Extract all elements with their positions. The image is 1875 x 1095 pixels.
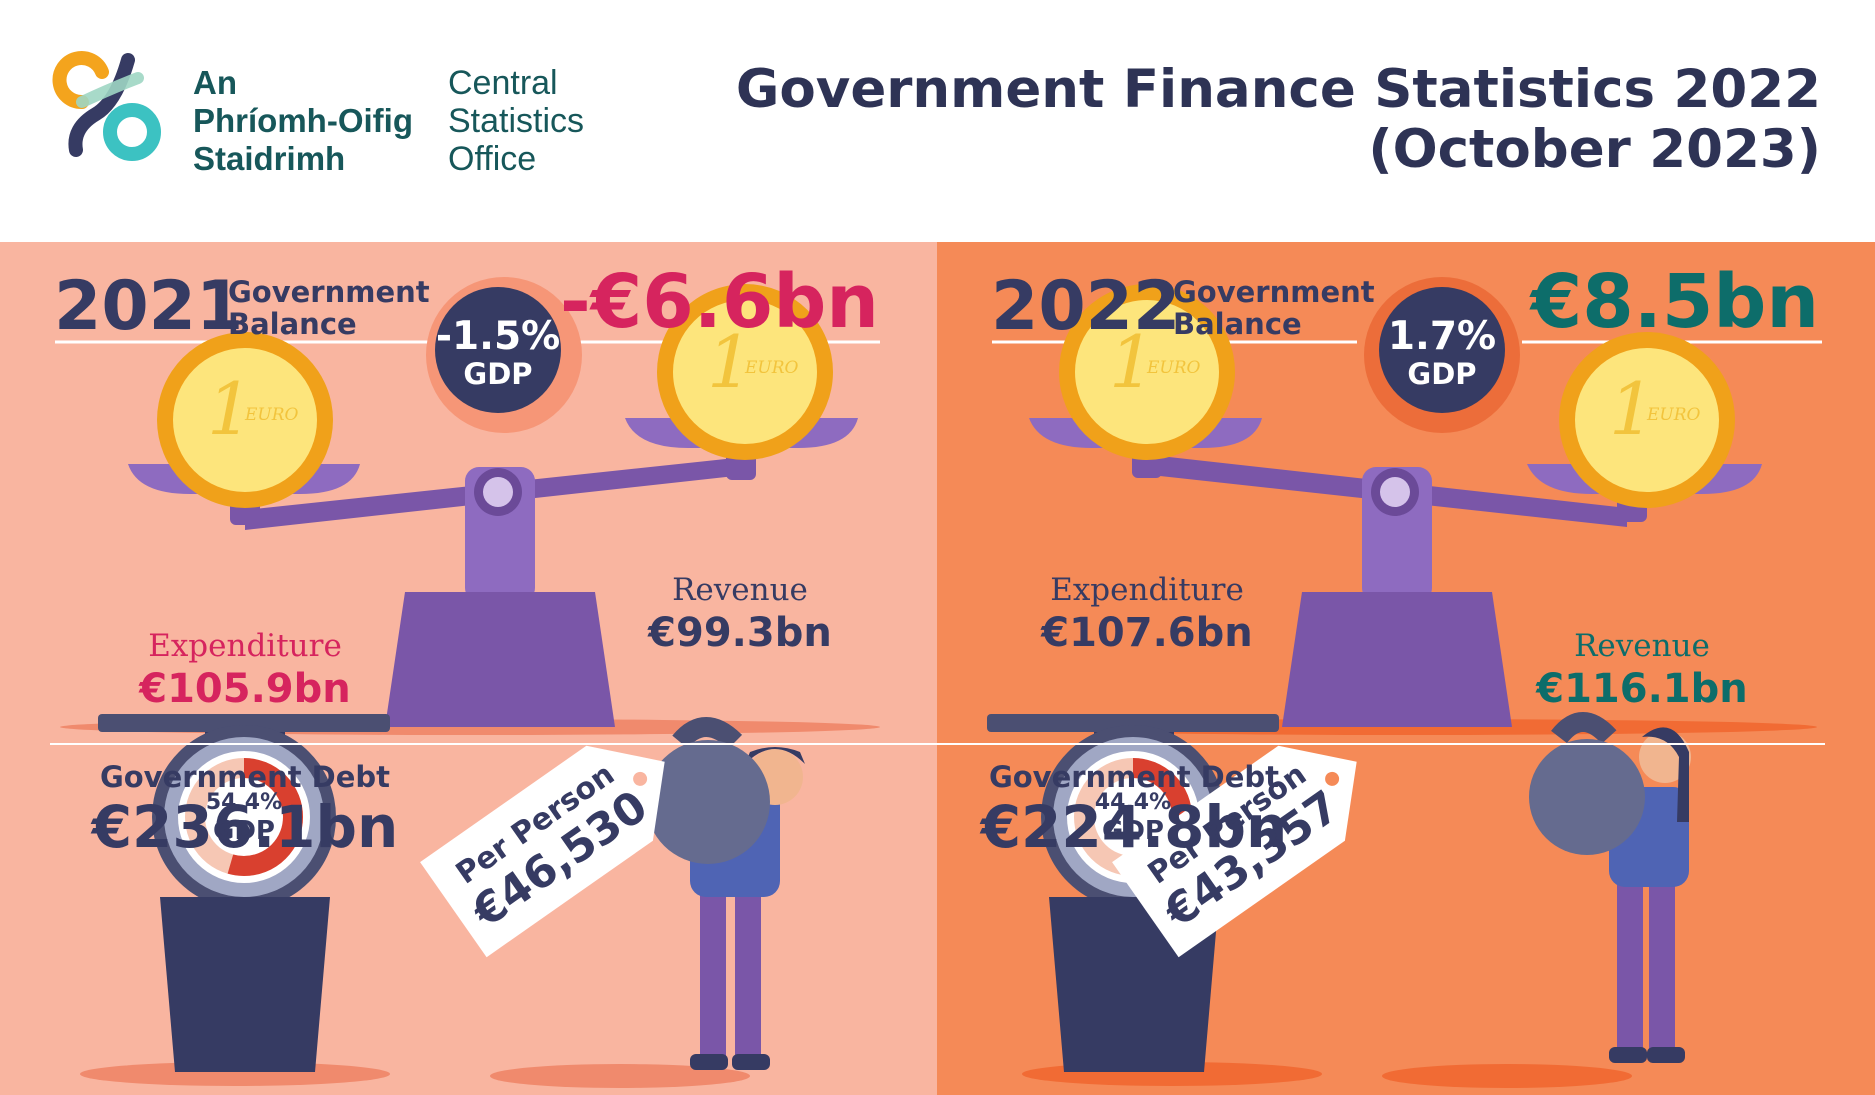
header: An Phríomh-Oifig Staidrimh Central Stati… xyxy=(0,0,1875,242)
balance-label-2021: Government Balance xyxy=(228,275,430,341)
year-2022: 2022 xyxy=(991,267,1181,346)
balance-gdp-pct-2021: -1.5% xyxy=(435,314,561,359)
balance-value-2022: €8.5bn xyxy=(1530,259,1819,345)
balance-value-2021: -€6.6bn xyxy=(560,259,879,345)
balance-gdp-pct-2022: 1.7% xyxy=(1387,314,1497,359)
debt-label-2022: Government Debt xyxy=(988,760,1280,794)
panel-2022: 2022 Government Balance 1.7% GDP €8.5bn … xyxy=(937,242,1875,1095)
balance-gdp-badge-2021: -1.5% GDP xyxy=(435,287,561,413)
expenditure-label-2022: Expenditure xyxy=(1050,572,1244,608)
debt-gdp-gauge-2022: 44.4% GDP xyxy=(1094,790,1172,846)
cso-logo-icon xyxy=(52,51,161,161)
debt-gdp-gauge-2021: 54.4% GDP xyxy=(205,790,283,846)
debt-label-2021: Government Debt xyxy=(99,760,391,794)
year-2021: 2021 xyxy=(54,267,244,346)
balance-gdp-label-2021: GDP xyxy=(463,357,533,391)
expenditure-value-2022: €107.6bn xyxy=(1041,610,1253,656)
coin-revenue-2022: 1 EURO xyxy=(1609,367,1701,451)
revenue-label-2021: Revenue xyxy=(672,572,808,608)
logo-irish-name: An Phríomh-Oifig Staidrimh xyxy=(193,64,413,177)
debt-value-2021: €236.1bn xyxy=(91,793,399,861)
page-title: Government Finance Statistics 2022 (Octo… xyxy=(735,59,1821,180)
coin-revenue-2021: 1 EURO xyxy=(707,320,799,404)
expenditure-label-2021: Expenditure xyxy=(148,628,342,664)
balance-label-2022: Government Balance xyxy=(1173,275,1375,341)
balance-gdp-label-2022: GDP xyxy=(1407,357,1477,391)
panel-2021: 2021 Government Balance -1.5% GDP -€6.6b… xyxy=(0,242,937,1095)
revenue-value-2021: €99.3bn xyxy=(648,610,832,656)
logo-english-name: Central Statistics Office xyxy=(448,64,585,178)
expenditure-value-2021: €105.9bn xyxy=(139,666,351,712)
panel-2021-illustration xyxy=(55,277,880,1088)
revenue-label-2022: Revenue xyxy=(1574,628,1710,664)
balance-gdp-badge-2022: 1.7% GDP xyxy=(1379,287,1505,413)
coin-expenditure-2021: 1 EURO xyxy=(207,367,299,451)
section-divider xyxy=(50,743,1825,745)
debt-value-2022: €224.8bn xyxy=(980,793,1288,861)
revenue-value-2022: €116.1bn xyxy=(1536,666,1748,712)
coin-expenditure-2022: 1 EURO xyxy=(1109,320,1201,404)
